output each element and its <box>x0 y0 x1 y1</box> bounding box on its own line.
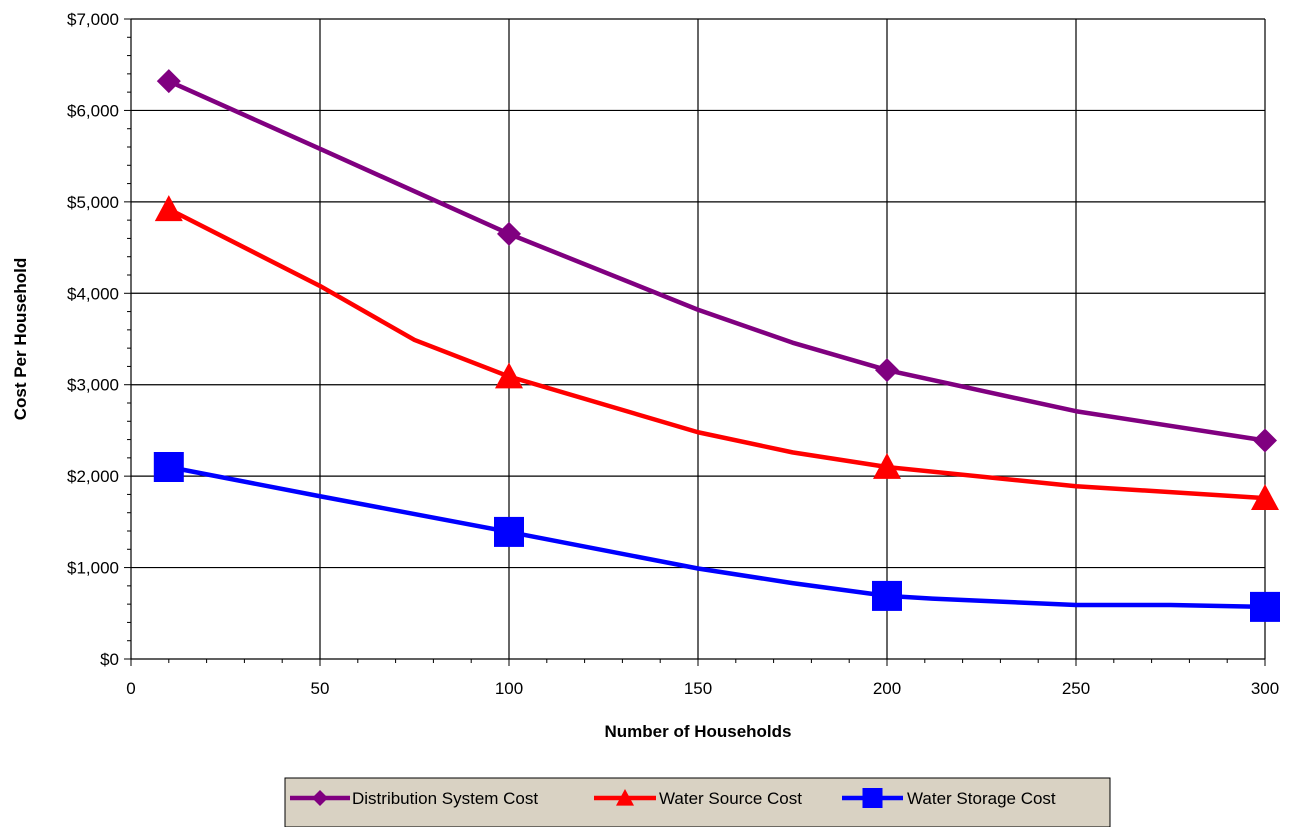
data-point-diamond <box>156 69 181 94</box>
legend-marker-square <box>862 788 883 808</box>
series-line <box>167 207 1266 501</box>
legend-entry: Distribution System Cost <box>290 789 538 808</box>
legend-entry: Water Storage Cost <box>842 788 1056 808</box>
x-tick-label: 50 <box>311 679 330 698</box>
x-tick-label: 300 <box>1251 679 1279 698</box>
data-point-diamond <box>497 221 521 246</box>
data-point-triangle <box>495 362 523 389</box>
x-tick-label: 250 <box>1062 679 1090 698</box>
data-point-triangle <box>1251 484 1279 510</box>
y-tick-label: $5,000 <box>67 193 119 212</box>
x-tick-label: 200 <box>873 679 901 698</box>
y-tick-label: $7,000 <box>67 10 119 29</box>
data-point-square <box>153 452 184 482</box>
y-axis-ticks: $0 $1,000 $2,000 $3,000 $4,000 $5,000 $6,000 $7… <box>67 10 131 669</box>
legend-marker-diamond <box>312 790 328 806</box>
legend-entry: Water Source Cost <box>594 789 802 808</box>
x-axis-title: Number of Households <box>604 722 791 741</box>
legend-label: Water Storage Cost <box>907 789 1056 808</box>
series-1 <box>156 69 1277 453</box>
data-point-square <box>1250 591 1280 622</box>
x-tick-label: 150 <box>684 679 712 698</box>
y-tick-label: $0 <box>100 650 119 669</box>
data-point-triangle <box>154 195 183 222</box>
x-tick-label: 100 <box>495 679 523 698</box>
grid-lines <box>131 18 1266 659</box>
legend-label: Water Source Cost <box>659 789 802 808</box>
y-tick-label: $4,000 <box>67 284 119 303</box>
y-tick-label: $2,000 <box>67 467 119 486</box>
y-tick-label: $1,000 <box>67 559 119 578</box>
series-2 <box>154 195 1279 510</box>
legend: Distribution System Cost Water Source Cos… <box>284 777 1111 827</box>
data-point-diamond <box>1253 428 1277 453</box>
y-tick-label: $6,000 <box>67 101 119 120</box>
series-line <box>168 464 1266 610</box>
data-point-square <box>494 516 524 547</box>
series-line <box>167 79 1266 443</box>
series-group <box>153 69 1280 622</box>
y-tick-label: $3,000 <box>67 376 119 395</box>
data-point-triangle <box>873 453 901 479</box>
legend-label: Distribution System Cost <box>352 789 538 808</box>
x-axis-ticks: 0 50 100 150 200 250 300 <box>126 659 1279 698</box>
y-axis-title: Cost Per Household <box>11 258 30 420</box>
x-tick-label: 0 <box>126 679 135 698</box>
data-point-square <box>872 580 902 611</box>
legend-box <box>284 777 1111 827</box>
series-3 <box>153 452 1280 622</box>
legend-marker-triangle <box>616 789 634 806</box>
data-point-diamond <box>875 358 899 383</box>
